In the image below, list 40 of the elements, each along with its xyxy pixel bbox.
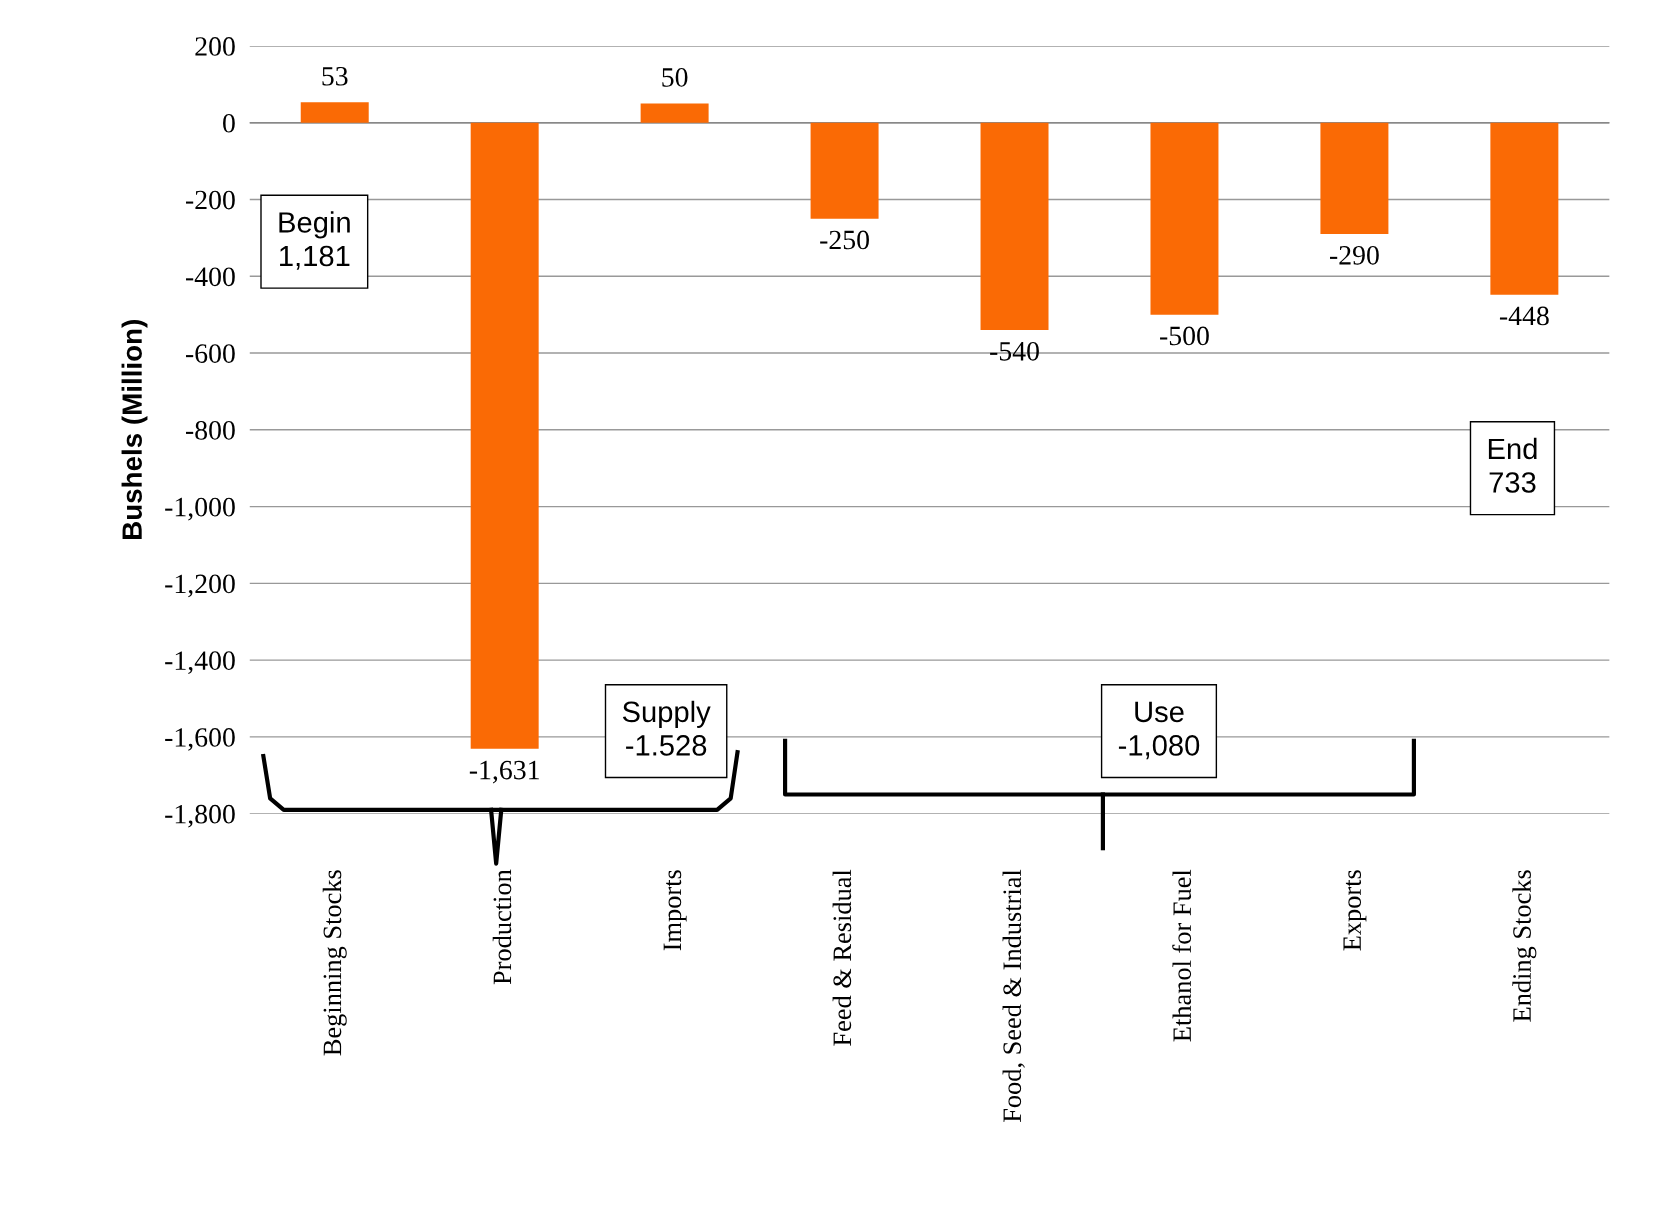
data-label: -448 — [1499, 306, 1549, 326]
x-tick-label: Ending Stocks — [1512, 870, 1537, 1022]
data-label: -250 — [820, 230, 869, 250]
annotation: Use -1,080 — [1118, 701, 1200, 760]
x-tick-label: Ethanol for Fuel — [1172, 869, 1192, 1042]
data-label: -290 — [1329, 245, 1379, 265]
y-tick-label: -1,400 — [165, 651, 235, 675]
bar — [470, 122, 539, 749]
y-tick-label: -200 — [185, 190, 235, 210]
y-tick-label: -1,200 — [165, 574, 235, 598]
bar — [980, 122, 1049, 330]
bar — [810, 122, 879, 219]
x-tick-label: Production — [492, 869, 512, 985]
data-label: 53 — [322, 66, 348, 86]
y-tick-label: 200 — [195, 37, 235, 56]
y-tick-label: -600 — [185, 344, 235, 363]
y-tick-label: -1,600 — [165, 728, 235, 751]
bar — [640, 103, 709, 123]
y-tick-label: 0 — [223, 113, 235, 133]
x-tick-label: Imports — [663, 870, 687, 951]
data-label: 50 — [662, 68, 688, 87]
annotation: Supply -1.528 — [622, 700, 711, 756]
y-tick-label: -400 — [185, 267, 235, 287]
x-tick-label: Food, Seed & Industrial — [1002, 869, 1025, 1123]
y-tick-label: -800 — [185, 420, 235, 440]
x-tick-label: Beginning Stocks — [322, 870, 347, 1056]
y-tick-label: -1,800 — [165, 804, 235, 828]
y-tick-label: -1,000 — [165, 497, 235, 521]
x-tick-label: Feed & Residual — [832, 869, 852, 1046]
bar — [1490, 122, 1559, 295]
annotation: Begin 1,181 — [279, 211, 350, 270]
bar — [1320, 122, 1389, 235]
y-axis-title: Bushels (Million) — [121, 320, 148, 540]
bar — [300, 102, 369, 123]
data-label: -500 — [1160, 326, 1209, 346]
annotation: End 733 — [1488, 437, 1537, 493]
bar — [1150, 122, 1219, 315]
data-label: -1,631 — [469, 760, 539, 784]
x-tick-label: Exports — [1343, 870, 1367, 951]
data-label: -540 — [990, 341, 1039, 361]
